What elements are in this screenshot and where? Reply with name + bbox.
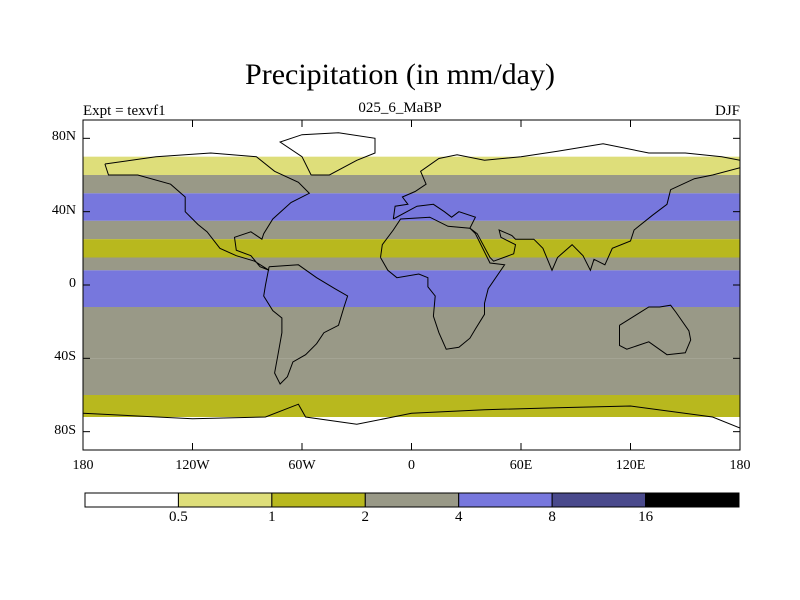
- axis-ticks: [82, 120, 741, 450]
- x-tick-label: 0: [408, 458, 415, 473]
- x-tick-label: 180: [729, 458, 751, 473]
- coastline-3: [392, 143, 740, 272]
- precip-band-9: [83, 358, 740, 395]
- coastline-2: [380, 216, 506, 350]
- precip-band-5: [83, 239, 740, 258]
- color-bar-label: 1: [268, 509, 276, 525]
- x-tick-label: 60E: [509, 458, 533, 473]
- color-bar-segment: [645, 492, 740, 508]
- season-label: DJF: [714, 103, 740, 119]
- color-bar-segment: [177, 492, 273, 508]
- precip-band-1: [83, 156, 740, 175]
- precip-band-3: [83, 193, 740, 221]
- precip-band-10: [83, 395, 740, 417]
- coastline-0: [104, 152, 311, 271]
- color-bar-segment: [551, 492, 647, 508]
- precipitation-fill: [83, 120, 740, 450]
- continent-outlines: [83, 132, 740, 429]
- color-bar-label: 16: [638, 509, 654, 525]
- precip-band-8: [83, 307, 740, 359]
- y-tick-label: 80N: [51, 129, 76, 145]
- y-tick-label: 80S: [54, 422, 76, 438]
- color-bar: [84, 492, 740, 508]
- coastline-5: [83, 403, 740, 429]
- color-bar-label: 8: [548, 509, 556, 525]
- color-bar-segment: [458, 492, 553, 508]
- x-tick-label: 180: [72, 458, 94, 473]
- chart-title: Precipitation (in mm/day): [245, 58, 555, 91]
- coastline-6: [278, 132, 376, 176]
- color-bar-label: 4: [454, 509, 463, 525]
- x-tick-label: 120E: [615, 458, 646, 473]
- period-label: 025_6_MaBP: [358, 100, 442, 116]
- color-bar-segment: [84, 492, 179, 508]
- x-tick-label: 60W: [288, 458, 316, 473]
- y-tick-label: 0: [69, 276, 76, 291]
- color-bar-label: 2: [361, 509, 370, 525]
- color-bar-segment: [271, 492, 366, 508]
- coastline-4: [619, 304, 692, 356]
- color-bar-label: 0.5: [169, 509, 188, 525]
- y-tick-label: 40S: [54, 349, 76, 365]
- experiment-label: Expt = texvf1: [83, 103, 166, 119]
- precip-band-4: [83, 220, 740, 240]
- color-bar-segment: [364, 492, 460, 508]
- coastline-1: [263, 264, 349, 385]
- x-tick-label: 120W: [175, 458, 210, 473]
- precip-band-7: [83, 270, 740, 307]
- precip-band-6: [83, 257, 740, 271]
- precip-band-2: [83, 175, 740, 194]
- y-tick-label: 40N: [51, 202, 76, 218]
